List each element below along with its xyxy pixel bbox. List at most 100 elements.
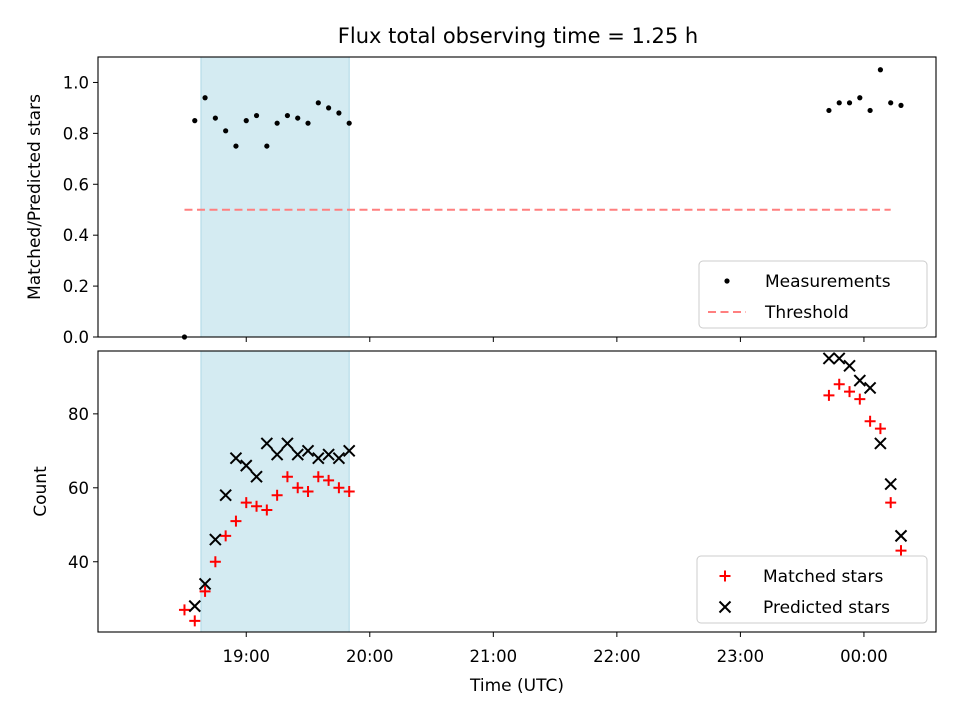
measurement-point <box>836 100 842 106</box>
count-y-axis-label: Count <box>31 466 51 517</box>
measurement-point <box>888 100 894 106</box>
matched-stars-point <box>209 556 221 568</box>
count-y-axis-ticks: 40 60 80 <box>68 405 98 572</box>
ratio-x-axis-ticks <box>245 337 865 342</box>
predicted-stars-point <box>863 381 877 395</box>
count-legend: Matched stars Predicted stars <box>696 555 928 624</box>
x-tick-label: 22:00 <box>593 647 641 666</box>
legend-box <box>698 260 928 329</box>
x-tick-label: 23:00 <box>717 647 765 666</box>
measurement-point <box>253 112 260 119</box>
predicted-stars-point <box>342 444 356 458</box>
matched-stars-point <box>199 585 211 597</box>
predicted-stars-point <box>250 470 263 483</box>
legend-label: Measurements <box>765 272 891 292</box>
predicted-stars-point <box>822 352 836 365</box>
measurement-point <box>243 118 249 124</box>
matched-stars-point <box>823 389 835 401</box>
observing-window-band <box>200 56 350 338</box>
count-panel: 40 60 80 19:00 20:00 21:00 22:00 23:00 00:00 Co… <box>31 350 937 696</box>
legend-measurements-marker <box>724 278 730 284</box>
matched-stars-point <box>230 515 242 527</box>
predicted-stars-point <box>229 452 243 465</box>
predicted-stars-point <box>843 359 856 372</box>
predicted-stars-point <box>198 577 212 591</box>
matched-stars-point <box>885 497 897 509</box>
matched-stars-point <box>844 386 856 398</box>
x-tick-label: 21:00 <box>470 647 518 666</box>
legend-label: Threshold <box>764 303 849 323</box>
matched-stars-point <box>864 415 876 427</box>
measurement-point <box>192 118 198 124</box>
matched-stars-point <box>178 604 190 616</box>
measurement-point <box>857 95 863 101</box>
y-tick-label: 0.6 <box>63 175 89 194</box>
measurement-point <box>202 95 208 101</box>
measurement-point <box>233 143 239 149</box>
observing-window-shade <box>200 350 350 633</box>
predicted-stars-point <box>874 437 887 450</box>
predicted-stars-point <box>219 488 232 502</box>
matched-stars-point <box>333 482 345 494</box>
x-tick-label: 20:00 <box>346 647 394 666</box>
measurement-point <box>274 120 280 126</box>
predicted-stars-point <box>322 448 335 461</box>
measurement-point <box>336 110 342 116</box>
measurement-point <box>877 67 884 73</box>
matched-stars-point <box>874 423 886 435</box>
y-tick-label: 0.2 <box>63 277 89 296</box>
observing-window-shade <box>200 56 350 338</box>
predicted-stars-point <box>209 533 222 546</box>
predicted-stars-point <box>281 437 294 450</box>
matched-stars-point <box>302 486 314 497</box>
count-plot-frame <box>97 350 937 633</box>
predicted-stars-point <box>894 529 908 543</box>
legend-label: Predicted stars <box>763 598 890 618</box>
matched-stars-point <box>312 471 324 483</box>
measurement-point <box>826 107 832 114</box>
matched-stars-point <box>251 500 263 512</box>
legend-box <box>696 555 928 624</box>
legend-label: Matched stars <box>763 567 883 587</box>
predicted-stars-point <box>301 444 315 458</box>
ratio-series-layer <box>181 67 904 340</box>
measurement-point <box>264 143 270 149</box>
measurement-point <box>223 128 229 134</box>
measurement-point <box>346 120 352 126</box>
ratio-panel: 0.0 0.2 0.4 0.6 0.8 1.0 Matched/Predicted sta… <box>25 56 937 347</box>
y-tick-label: 0.0 <box>63 328 89 347</box>
ratio-plot-frame <box>97 56 937 338</box>
y-tick-label: 40 <box>68 553 89 572</box>
predicted-stars-point <box>270 448 284 461</box>
matched-stars-point <box>240 497 252 509</box>
matched-stars-point <box>854 393 866 405</box>
y-tick-label: 80 <box>68 405 89 424</box>
figure-title: Flux total observing time = 1.25 h <box>338 24 698 48</box>
matched-stars-point <box>343 486 355 497</box>
measurement-point <box>326 105 332 111</box>
y-tick-label: 1.0 <box>63 73 89 92</box>
matched-stars-point <box>323 474 335 486</box>
matched-stars-point <box>281 471 293 483</box>
measurement-point <box>898 102 904 108</box>
predicted-stars-point <box>188 599 201 613</box>
count-x-axis-ticks: 19:00 20:00 21:00 22:00 23:00 00:00 <box>222 632 888 666</box>
predicted-stars-point <box>291 448 304 461</box>
matched-stars-point <box>261 504 273 516</box>
x-tick-label: 00:00 <box>840 647 888 666</box>
x-axis-label: Time (UTC) <box>469 676 564 696</box>
count-series-layer <box>178 352 908 627</box>
measurement-point <box>846 100 853 106</box>
matched-stars-point <box>895 545 907 557</box>
ratio-y-axis-label: Matched/Predicted stars <box>25 94 45 300</box>
y-tick-label: 60 <box>68 479 89 498</box>
ratio-y-axis-ticks: 0.0 0.2 0.4 0.6 0.8 1.0 <box>63 73 98 347</box>
matched-stars-point <box>189 615 201 627</box>
matched-stars-point <box>833 378 845 390</box>
observing-window-band <box>200 350 350 633</box>
predicted-stars-point <box>240 459 253 472</box>
predicted-stars-point <box>853 374 867 387</box>
predicted-stars-point <box>884 477 897 491</box>
y-tick-label: 0.8 <box>63 124 89 143</box>
